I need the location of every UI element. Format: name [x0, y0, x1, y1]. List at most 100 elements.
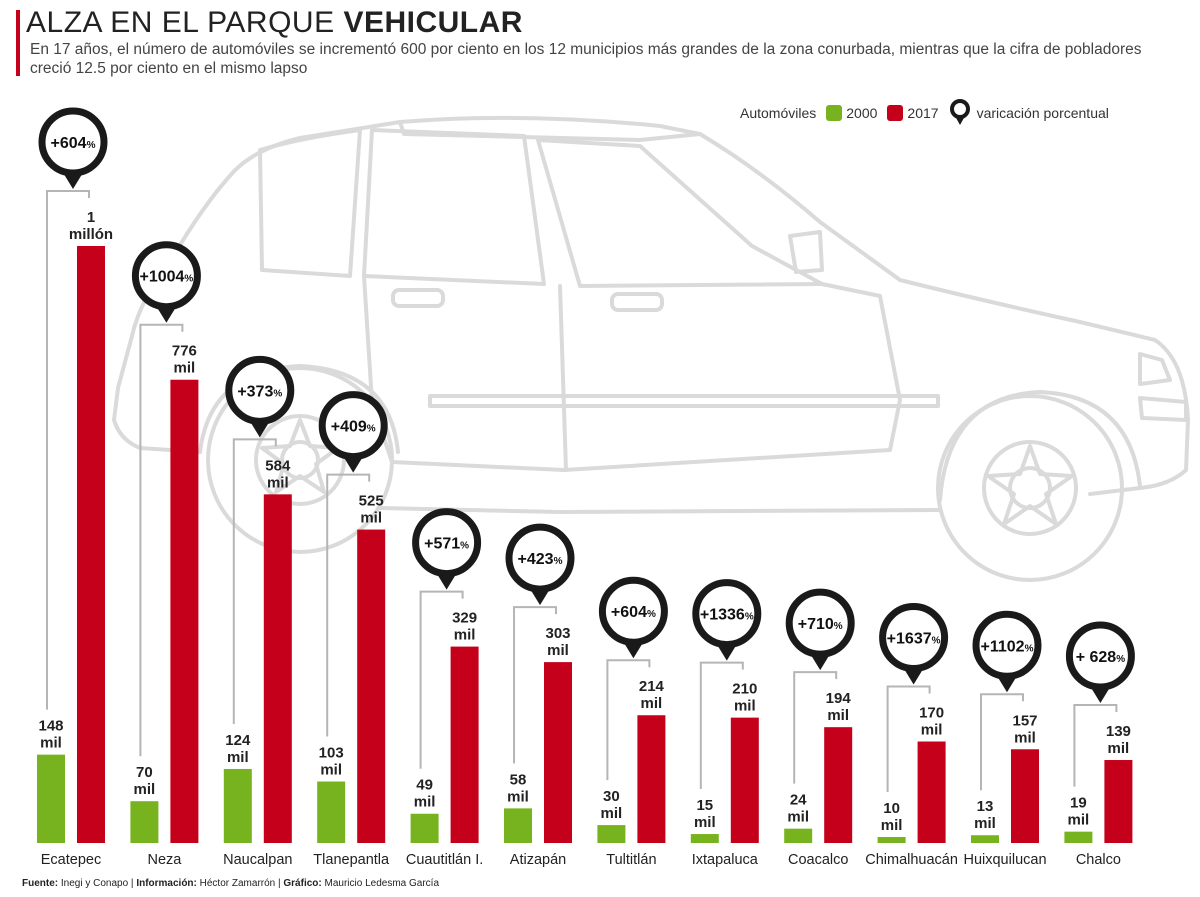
value-label-2017: 1 millón — [69, 209, 113, 243]
value-label-2017-line-2: mil — [827, 707, 849, 724]
value-label-2000: 103 mil — [319, 745, 344, 779]
variation-value: +604 — [611, 604, 647, 621]
value-label-2017-line-1: 210 — [732, 681, 757, 698]
legend-label-2000: 2000 — [846, 105, 878, 121]
variation-unit: % — [367, 424, 376, 435]
variation-value: +1102 — [981, 638, 1025, 655]
variation-unit: % — [1116, 654, 1125, 665]
category-label: Tlanepantla — [313, 852, 390, 868]
pin-ring — [879, 603, 949, 673]
title-accent-bar — [16, 10, 20, 76]
footer-credits: Fuente: Inegi y Conapo | Información: Hé… — [22, 878, 439, 889]
pin-ring — [972, 610, 1042, 680]
bracket-connector — [139, 323, 184, 757]
bracket-connector — [1073, 704, 1118, 787]
variation-pin: +1102% — [972, 610, 1042, 693]
variation-unit: % — [554, 556, 563, 567]
legend-prefix: Automóviles — [740, 105, 817, 121]
value-label-2017-line-1: 170 — [919, 705, 944, 722]
category-label: Huixquilucan — [963, 852, 1046, 868]
bar-2000-10 — [971, 835, 999, 843]
variation-label: +604% — [51, 135, 96, 152]
value-label-2000: 10 mil — [881, 800, 903, 834]
bar-2000-8 — [784, 828, 813, 843]
value-label-2000-line-1: 70 — [136, 764, 153, 781]
value-label-2000-line-2: mil — [40, 735, 62, 752]
value-label-2017-line-1: 139 — [1106, 723, 1131, 740]
footer-graphic-text: Mauricio Ledesma García — [321, 878, 440, 889]
value-label-2017-line-2: mil — [734, 698, 756, 715]
value-label-2017: 170 mil — [919, 705, 944, 739]
value-label-2017-line-1: 584 — [265, 457, 291, 474]
value-label-2017: 776 mil — [172, 343, 197, 377]
bracket-connector — [699, 661, 744, 790]
value-label-2000-line-1: 124 — [225, 732, 251, 749]
value-label-2000: 24 mil — [787, 792, 809, 826]
value-label-2000-line-1: 15 — [696, 797, 713, 814]
bar-2017-10 — [1011, 749, 1039, 843]
footer-info-label: Información: — [136, 878, 197, 889]
variation-label: +409% — [331, 419, 376, 436]
pin-ring — [785, 588, 855, 658]
value-label-2000: 13 mil — [974, 798, 996, 832]
bracket-connector — [980, 693, 1024, 791]
value-label-2000-line-1: 49 — [416, 777, 433, 794]
bracket-connector — [46, 190, 90, 710]
value-label-2000-line-1: 13 — [977, 798, 994, 815]
value-label-2017-line-1: 1 — [87, 209, 95, 226]
value-label-2017-line-1: 214 — [639, 678, 665, 695]
variation-label: +373% — [237, 383, 282, 400]
category-label: Ixtapaluca — [692, 852, 759, 868]
variation-label: +1102% — [981, 638, 1034, 655]
variation-pin: +409% — [318, 391, 388, 473]
value-label-2000-line-1: 148 — [38, 718, 63, 735]
value-label-2000-line-2: mil — [1068, 812, 1090, 829]
variation-pin: +373% — [225, 355, 295, 438]
value-label-2017-line-2: mil — [454, 627, 476, 644]
bar-2000-9 — [877, 837, 906, 843]
value-label-2017-line-2: mil — [1014, 729, 1036, 746]
bar-2000-3 — [317, 781, 346, 843]
variation-value: + 628 — [1076, 649, 1117, 666]
bar-2000-7 — [690, 834, 719, 843]
value-label-2000-line-1: 10 — [883, 800, 900, 817]
value-label-2000: 49 mil — [414, 777, 436, 811]
bracket-connector — [793, 671, 838, 784]
pin-ring — [131, 241, 201, 311]
value-label-2000-line-2: mil — [507, 788, 529, 805]
bar-2017-3 — [357, 529, 386, 843]
footer-source-text: Inegi y Conapo | — [58, 878, 137, 889]
variation-label: +571% — [424, 536, 469, 553]
category-label: Ecatepec — [41, 852, 101, 868]
value-label-2017: 303 mil — [545, 625, 570, 659]
bar-2017-9 — [917, 741, 946, 843]
value-label-2000: 19 mil — [1068, 795, 1090, 829]
variation-label: +1637% — [887, 631, 941, 648]
value-label-2000-line-1: 58 — [510, 771, 527, 788]
value-label-2017: 329 mil — [452, 610, 477, 644]
legend-item-2017: 2017 — [887, 105, 939, 121]
category-label: Chalco — [1076, 852, 1121, 868]
bar-2000-2 — [223, 768, 252, 843]
bar-2017-8 — [824, 727, 853, 843]
bar-2017-1 — [170, 379, 199, 843]
map-pin-icon — [949, 99, 970, 125]
pin-ring — [505, 523, 575, 593]
variation-value: +1637 — [887, 631, 932, 648]
value-label-2000-line-2: mil — [414, 794, 436, 811]
variation-pin: +423% — [505, 523, 575, 606]
variation-label: +1336% — [700, 607, 754, 624]
pin-ring — [318, 391, 388, 461]
value-label-2017: 525 mil — [359, 493, 384, 527]
variation-unit: % — [1025, 643, 1034, 654]
variation-value: +1004 — [139, 269, 184, 286]
pin-ring — [692, 579, 762, 649]
value-label-2017-line-2: mil — [547, 642, 569, 659]
value-label-2017-line-2: millón — [69, 226, 113, 243]
category-label: Atizapán — [510, 852, 566, 868]
variation-unit: % — [834, 621, 843, 632]
variation-label: +423% — [518, 551, 563, 568]
variation-unit: % — [647, 609, 656, 620]
